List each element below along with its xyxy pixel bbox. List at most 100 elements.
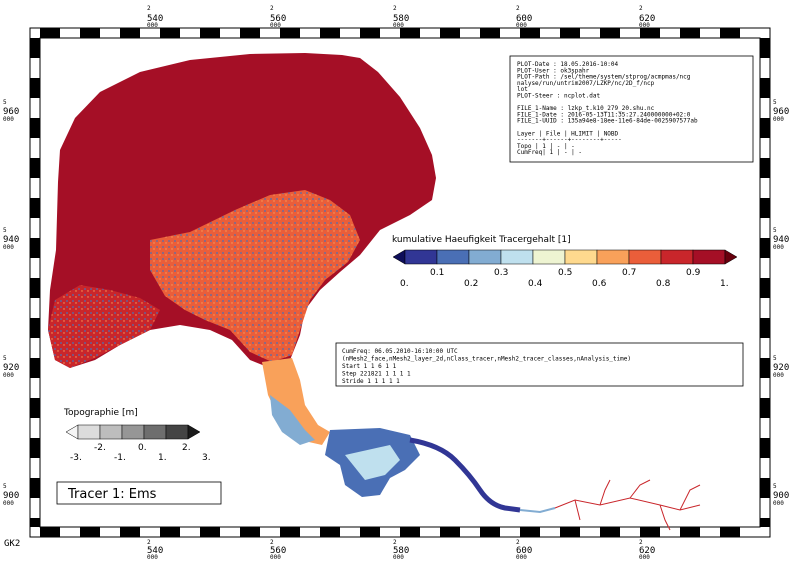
y-tick-sub: 000 — [3, 116, 14, 123]
frame-segment — [160, 28, 180, 38]
info-line: PLOT-Date : 18.05.2016-10:04 — [517, 61, 619, 68]
dollart-bay-light — [345, 445, 400, 480]
info-line: FILE_1-Date : 2016-05-13T11:35:27.240000… — [517, 111, 691, 118]
info-line: Topo | 1 | - | - — [517, 143, 575, 150]
x-tick-label: 620 — [639, 546, 655, 556]
frame-segment — [240, 527, 260, 537]
x-tick-top: 2 — [270, 539, 274, 546]
legend-swatch — [468, 249, 502, 265]
frame-segment — [600, 527, 620, 537]
x-tick-top: 2 — [516, 539, 520, 546]
frame-segment — [30, 118, 40, 138]
y-tick-sub: 000 — [3, 244, 14, 251]
cumfreq-line: Start 1 1 6 1 1 — [342, 363, 397, 370]
frame-segment — [600, 28, 620, 38]
frame-segment — [760, 518, 770, 527]
x-tick-label: 560 — [270, 546, 286, 556]
x-tick-top: 2 — [639, 5, 643, 12]
frame-segment — [80, 28, 100, 38]
x-tick-top: 2 — [147, 539, 151, 546]
topo-swatch — [77, 424, 101, 440]
x-tick-label: 540 — [147, 14, 163, 24]
topo-swatch — [121, 424, 145, 440]
y-tick-top: 5 — [773, 227, 777, 234]
x-tick-top: 2 — [639, 539, 643, 546]
frame-segment — [480, 28, 500, 38]
frame-segment — [560, 527, 580, 537]
info-line: PLOT-Steer : ncplot.dat — [517, 93, 600, 100]
frame-segment — [30, 198, 40, 218]
topo-label: -1. — [114, 453, 126, 463]
y-tick-top: 5 — [773, 355, 777, 362]
frame-segment — [40, 527, 60, 537]
info-line: Layer | File | HLIMIT | NOBD — [517, 130, 619, 137]
topo-label: -2. — [94, 443, 106, 453]
x-tick-sub: 000 — [639, 554, 650, 561]
frame-segment — [760, 238, 770, 258]
x-tick-sub: 000 — [270, 22, 281, 29]
y-tick-sub: 000 — [773, 244, 784, 251]
legend-label: 0.2 — [464, 279, 478, 289]
frame-segment — [30, 78, 40, 98]
y-tick-top: 5 — [3, 99, 7, 106]
frame-segment — [280, 527, 300, 537]
frame-segment — [360, 28, 380, 38]
y-tick-sub: 000 — [773, 372, 784, 379]
frame-segment — [30, 358, 40, 378]
frame-segment — [160, 527, 180, 537]
frame-segment — [200, 28, 220, 38]
legend-label: 0.1 — [430, 268, 444, 278]
y-tick-sub: 000 — [3, 372, 14, 379]
frame-segment — [30, 278, 40, 298]
topo-swatch — [143, 424, 167, 440]
frame-segment — [280, 28, 300, 38]
topo-label: 1. — [158, 453, 167, 463]
x-tick-label: 580 — [393, 14, 409, 24]
frame-segment — [760, 78, 770, 98]
projection-label: GK2 — [4, 539, 20, 549]
frame-segment — [760, 438, 770, 458]
info-line: nalyse/run/untrim2007/LZKP/nc/2D_f/ncp — [517, 80, 655, 87]
x-tick-label: 540 — [147, 546, 163, 556]
frame-segment — [720, 28, 740, 38]
legend-arrow-high — [724, 249, 738, 265]
frame-segment — [400, 28, 420, 38]
upper-river — [519, 507, 556, 514]
topo-swatch — [99, 424, 123, 440]
frame-segment — [440, 28, 460, 38]
frame-segment — [320, 28, 340, 38]
legend-swatch — [660, 249, 694, 265]
legend-swatch — [628, 249, 662, 265]
y-tick-label: 920 — [773, 363, 789, 373]
cumfreq-box: CumFreq: 06.05.2010-16:10:00 UTC(nMesh2_… — [335, 342, 744, 387]
info-line: FILE_1-Name : lzkp_t.k10_279_20.shu.nc — [517, 105, 655, 112]
y-tick-sub: 000 — [3, 500, 14, 507]
frame-segment — [30, 518, 40, 527]
y-tick-top: 5 — [3, 355, 7, 362]
frame-segment — [440, 527, 460, 537]
frame-segment — [30, 478, 40, 498]
x-tick-label: 600 — [516, 546, 532, 556]
y-tick-sub: 000 — [773, 116, 784, 123]
legend-swatch — [596, 249, 630, 265]
ems-estuary-outer — [262, 358, 330, 445]
legend-label: 0.5 — [558, 268, 572, 278]
info-line: PLOT-User : ok3spahr — [517, 67, 590, 74]
legend-swatch — [692, 249, 726, 265]
ems-river — [409, 437, 521, 513]
legend-label: 0. — [400, 279, 409, 289]
ems-estuary-mid — [270, 395, 315, 445]
frame-segment — [760, 198, 770, 218]
cumfreq-line: (nMesh2_face,nMesh2_layer_2d,nClass_trac… — [342, 356, 631, 363]
frame-segment — [30, 158, 40, 178]
frame-segment — [760, 278, 770, 298]
x-tick-top: 2 — [516, 5, 520, 12]
legend-swatch — [436, 249, 470, 265]
info-line: FILE_1-UUID : 135a94e8-18ee-11e6-84de-00… — [517, 118, 698, 125]
frame-segment — [760, 38, 770, 58]
topo-label: 2. — [182, 443, 191, 453]
frame-segment — [640, 527, 660, 537]
info-line: CumFreq| 1 | - | - — [517, 149, 582, 156]
x-tick-top: 2 — [270, 5, 274, 12]
frame-segment — [30, 238, 40, 258]
